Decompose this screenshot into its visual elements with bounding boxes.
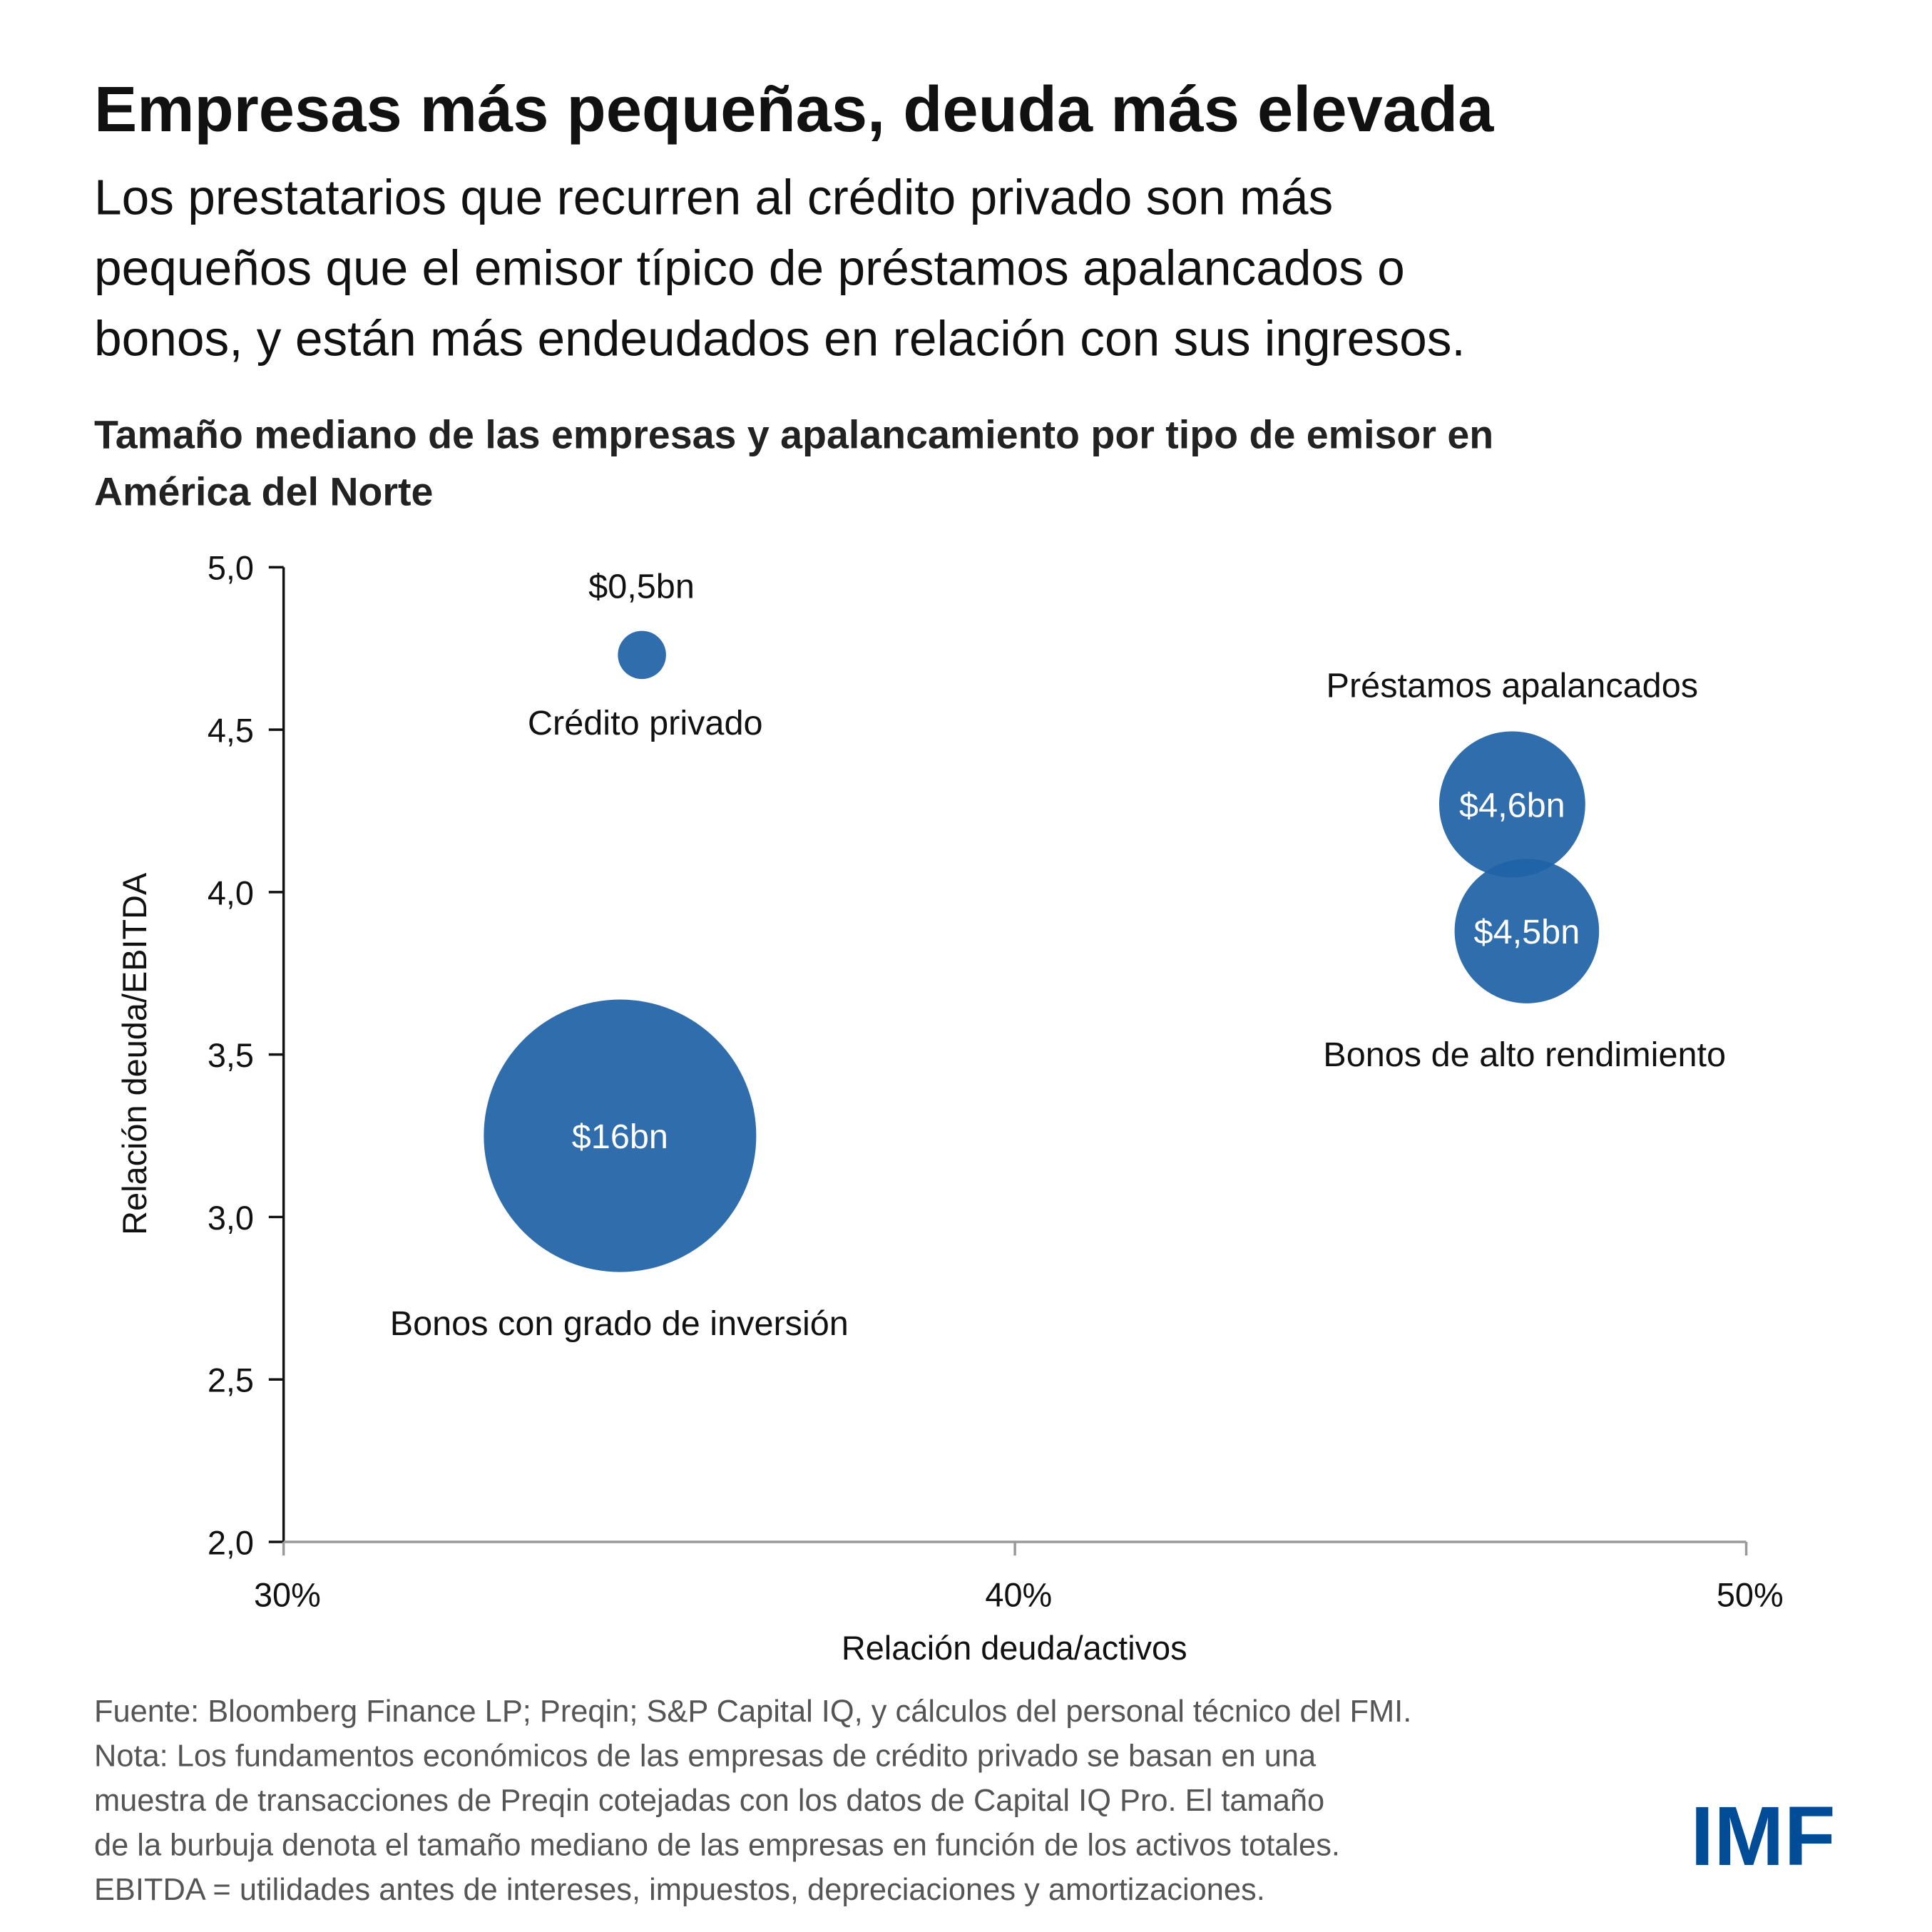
y-tick-label: 3,0 <box>208 1200 254 1237</box>
y-tick-label: 2,5 <box>208 1362 254 1399</box>
bubble <box>1438 731 1585 878</box>
bubble-name-label: Bonos con grado de inversión <box>390 1304 849 1343</box>
x-tick-label: 50% <box>1717 1576 1784 1613</box>
plot-area: 2,0 2,5 3,0 3,5 4,0 4,5 5,0 30% 40% 50% Relación… <box>116 550 1784 1667</box>
y-tick-label: 2,0 <box>208 1524 254 1561</box>
bubble-name-label: Préstamos apalancados <box>1327 667 1699 705</box>
x-tick-label: 40% <box>985 1576 1052 1613</box>
subtitle-line: Los prestatarios que recurren al crédito… <box>94 169 1333 225</box>
chart-title: Tamaño mediano de las empresas y apalanc… <box>94 413 1493 457</box>
y-tick-label: 4,0 <box>208 874 254 911</box>
note-line: EBITDA = utilidades antes de intereses, … <box>94 1873 1265 1907</box>
bubble-name-label: Bonos de alto rendimiento <box>1323 1036 1726 1074</box>
source-note: Fuente: Bloomberg Finance LP; Preqin; S&… <box>94 1695 1411 1729</box>
y-tick-label: 3,5 <box>208 1037 254 1074</box>
bubble-name-label: Crédito privado <box>528 704 763 742</box>
note-line: muestra de transacciones de Preqin cotej… <box>94 1784 1324 1818</box>
y-axis-label: Relación deuda/EBITDA <box>116 872 153 1235</box>
bubble-size-label: $0,5bn <box>588 568 695 606</box>
bubble-size-label: $4,6bn <box>1459 786 1565 824</box>
note-line: de la burbuja denota el tamaño mediano d… <box>94 1828 1340 1862</box>
x-tick-label: 30% <box>254 1576 321 1613</box>
note-line: Nota: Los fundamentos económicos de las … <box>94 1739 1317 1773</box>
x-axis-label: Relación deuda/activos <box>842 1630 1187 1667</box>
page-title: Empresas más pequeñas, deuda más elevada <box>94 73 1494 145</box>
bubble <box>484 999 757 1272</box>
bubble-size-label: $4,5bn <box>1474 913 1580 951</box>
y-tick-label: 5,0 <box>208 550 254 587</box>
imf-logo: IMF <box>1690 1789 1835 1884</box>
bubble <box>1454 859 1600 1003</box>
subtitle-line: bonos, y están más endeudados en relació… <box>94 310 1466 366</box>
y-tick-label: 4,5 <box>208 712 254 749</box>
chart-title: América del Norte <box>94 470 433 514</box>
bubble <box>618 630 666 680</box>
bubble-size-label: $16bn <box>572 1118 668 1156</box>
subtitle-line: pequeños que el emisor típico de préstam… <box>94 240 1405 295</box>
